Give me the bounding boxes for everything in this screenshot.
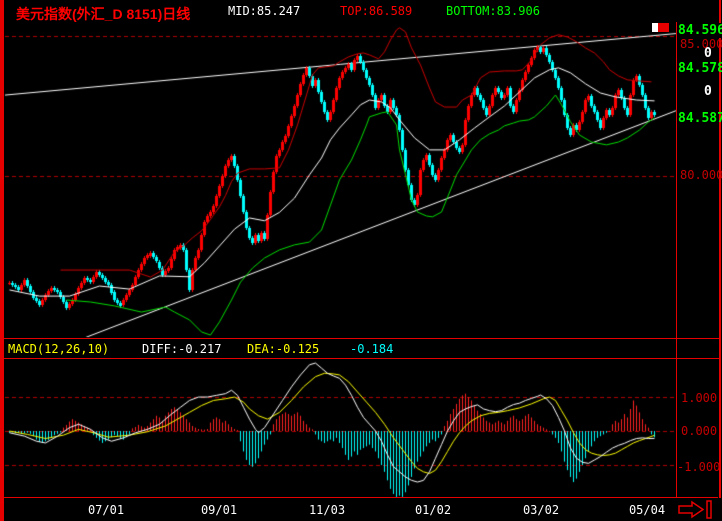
mid-value: MID:85.247 [228, 4, 301, 18]
last-price-marker [652, 23, 658, 32]
macd-bottom-border [0, 497, 718, 498]
left-frame-bar [0, 0, 4, 521]
macd-indicator-label: MACD(12,26,10) [8, 342, 110, 356]
zero-flag-2: 0 [704, 84, 712, 99]
price-pane-right-border [676, 22, 677, 498]
date-label: 07/01 [87, 503, 125, 517]
macd-header-border [0, 338, 721, 359]
gridline-label-85: 85.000 [680, 37, 722, 51]
macd-axis-label-plus1: 1.000 [681, 391, 718, 405]
date-label: 11/03 [308, 503, 346, 517]
bottom-value: BOTTOM:83.906 [446, 4, 540, 18]
macd-dea-value: DEA:-0.125 [247, 342, 320, 356]
last-price-marker-flag [658, 23, 669, 32]
date-label: 03/02 [522, 503, 560, 517]
indicator-value-close: 84.578 [678, 61, 722, 76]
date-label: 05/04 [628, 503, 666, 517]
date-label: 01/02 [414, 503, 452, 517]
symbol-title: 美元指数(外汇_D 8151)日线 [16, 6, 191, 22]
indicator-value-bottom: 84.587 [678, 111, 722, 126]
zero-flag-1: 0 [704, 46, 712, 61]
macd-diff-value: DIFF:-0.217 [142, 342, 222, 356]
date-label: 09/01 [200, 503, 238, 517]
macd-axis-label-zero: 0.000 [681, 424, 718, 438]
gridline-label-80: 80.000 [680, 168, 722, 182]
scroll-right-icon[interactable] [677, 500, 714, 519]
indicator-value-top: 84.596 [678, 23, 722, 38]
window-right-border [719, 0, 721, 498]
macd-axis-label-minus1: -1.000 [677, 460, 721, 474]
top-value: TOP:86.589 [340, 4, 413, 18]
macd-value: -0.184 [350, 342, 394, 356]
